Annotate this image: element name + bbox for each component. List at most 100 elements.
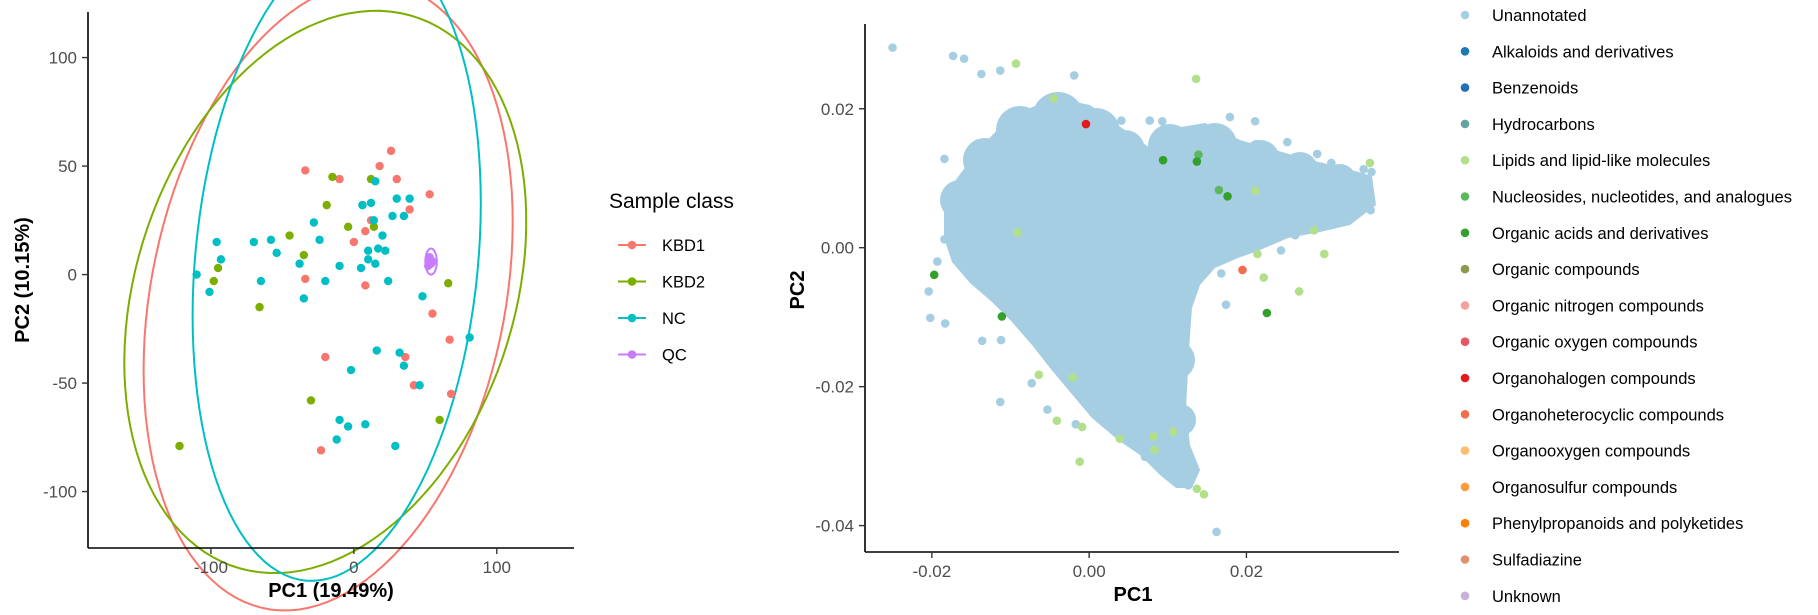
y-tick-label-right: -0.04	[815, 517, 854, 536]
point-kbd2	[213, 263, 223, 273]
point-nc	[381, 246, 390, 255]
point-kbd1	[446, 389, 456, 399]
point-nucleosides-nucleotides-and-analogues	[1214, 185, 1224, 195]
point-unannotated	[940, 319, 950, 328]
point-unannotated	[995, 66, 1005, 75]
point-unannotated	[1034, 121, 1044, 130]
point-lipids-and-lipid-like-molecules	[1077, 422, 1087, 432]
point-kbd1	[316, 446, 326, 455]
point-unannotated	[981, 230, 991, 239]
point-lipids-and-lipid-like-molecules	[1075, 457, 1085, 466]
point-unannotated	[1157, 116, 1167, 126]
point-unannotated	[1145, 116, 1154, 125]
x-tick-label: 100	[483, 558, 511, 577]
point-kbd1	[301, 274, 310, 284]
y-tick-label-right: 0.02	[821, 100, 854, 119]
y-tick-label: 100	[49, 49, 77, 68]
legend-key-dot-benzenoids	[1460, 83, 1470, 92]
y-tick-label: 50	[58, 157, 77, 176]
point-unannotated	[1334, 196, 1343, 206]
x-tick-label: 0	[349, 558, 358, 577]
point-nc	[192, 270, 201, 279]
point-nc	[391, 441, 400, 451]
legend-compound-class: Unannotated Alkaloids and derivatives Benz…	[1460, 7, 1792, 606]
legend-key-dot-organic-acids-and-derivatives	[1460, 228, 1470, 238]
point-lipids-and-lipid-like-molecules	[1199, 490, 1209, 499]
point-nc	[383, 276, 393, 286]
point-nc	[256, 276, 266, 286]
point-unannotated	[1098, 321, 1107, 331]
legend-key-dot-kbd2	[627, 277, 637, 286]
point-lipids-and-lipid-like-molecules	[1365, 158, 1375, 168]
cloud-blob	[1105, 130, 1145, 170]
point-unannotated	[888, 43, 897, 52]
cloud-blob	[1155, 340, 1195, 380]
point-nc	[358, 200, 367, 210]
point-kbd1	[428, 309, 437, 318]
point-unannotated	[1115, 257, 1125, 267]
point-unannotated	[1167, 471, 1177, 480]
point-nc	[216, 255, 226, 264]
point-nc	[299, 294, 309, 303]
point-lipids-and-lipid-like-molecules	[1011, 59, 1021, 68]
legend-key-dot-organooxygen-compounds	[1460, 446, 1470, 455]
legend-label-organohalogen-compounds: Organohalogen compounds	[1492, 370, 1696, 388]
point-unannotated	[1017, 144, 1027, 153]
point-lipids-and-lipid-like-molecules	[1319, 249, 1329, 259]
legend-label-kbd2: KBD2	[662, 274, 705, 292]
point-lipids-and-lipid-like-molecules	[1034, 370, 1044, 380]
sample-points	[175, 146, 474, 455]
point-unannotated	[1183, 296, 1193, 305]
point-unannotated	[1195, 171, 1205, 181]
point-nc	[366, 198, 376, 208]
point-nc	[399, 211, 409, 221]
point-unannotated	[1110, 423, 1120, 432]
point-kbd1	[361, 281, 370, 290]
point-unannotated	[959, 54, 969, 64]
point-nc	[372, 346, 381, 355]
point-organohalogen-compounds	[1081, 119, 1091, 129]
ellipse-kbd1	[142, 0, 514, 612]
point-nc	[371, 177, 380, 186]
point-organic-acids-and-derivatives	[1223, 191, 1232, 201]
legend-key-dot-organic-compounds	[1460, 264, 1470, 274]
point-kbd2	[299, 250, 309, 260]
point-lipids-and-lipid-like-molecules	[1115, 434, 1125, 444]
point-lipids-and-lipid-like-molecules	[1191, 74, 1201, 84]
point-unannotated	[1342, 166, 1351, 175]
point-unannotated	[1121, 342, 1131, 352]
point-kbd2	[343, 222, 353, 232]
legend-label-sulfadiazine: Sulfadiazine	[1492, 552, 1582, 570]
point-lipids-and-lipid-like-molecules	[1150, 445, 1159, 455]
legend-key-dot-hydrocarbons	[1460, 119, 1470, 129]
legend-label-lipids-and-lipid-like-molecules: Lipids and lipid-like molecules	[1492, 152, 1710, 170]
point-nc	[249, 237, 259, 247]
point-unannotated	[1174, 442, 1184, 452]
point-kbd2	[369, 222, 379, 232]
point-kbd1	[401, 352, 410, 362]
legend-items: KBD1 KBD2 NC QC	[618, 237, 705, 365]
legend-label-nc: NC	[662, 310, 686, 328]
legend-label-phenylpropanoids-and-polyketides: Phenylpropanoids and polyketides	[1492, 515, 1743, 533]
legend-key-dot-unknown	[1460, 591, 1470, 601]
legend-label-organooxygen-compounds: Organooxygen compounds	[1492, 443, 1690, 461]
point-nc	[212, 237, 221, 247]
point-organic-acids-and-derivatives	[1192, 157, 1202, 166]
point-lipids-and-lipid-like-molecules	[1253, 249, 1262, 259]
point-kbd1	[335, 174, 344, 184]
panel-left-pca: -100 -50 0 50 100 -100 0 100 PC1 (19.49%) PC2 …	[12, 0, 574, 612]
legend-label-unannotated: Unannotated	[1492, 7, 1587, 25]
legend-key-dot-unannotated	[1460, 10, 1470, 20]
point-unannotated	[1199, 239, 1209, 248]
point-unannotated	[959, 259, 968, 268]
point-unannotated	[1283, 137, 1292, 147]
point-unannotated	[1090, 178, 1099, 187]
point-nc	[205, 287, 214, 297]
point-unannotated	[948, 51, 958, 61]
point-unannotated	[1185, 138, 1195, 148]
cloud-blob	[1062, 162, 1138, 238]
point-nc	[356, 263, 366, 273]
point-unannotated	[1230, 246, 1239, 255]
legend-label-alkaloids-and-derivatives: Alkaloids and derivatives	[1492, 43, 1674, 61]
y-axis-ticks: -100 -50 0 50 100	[43, 49, 88, 502]
